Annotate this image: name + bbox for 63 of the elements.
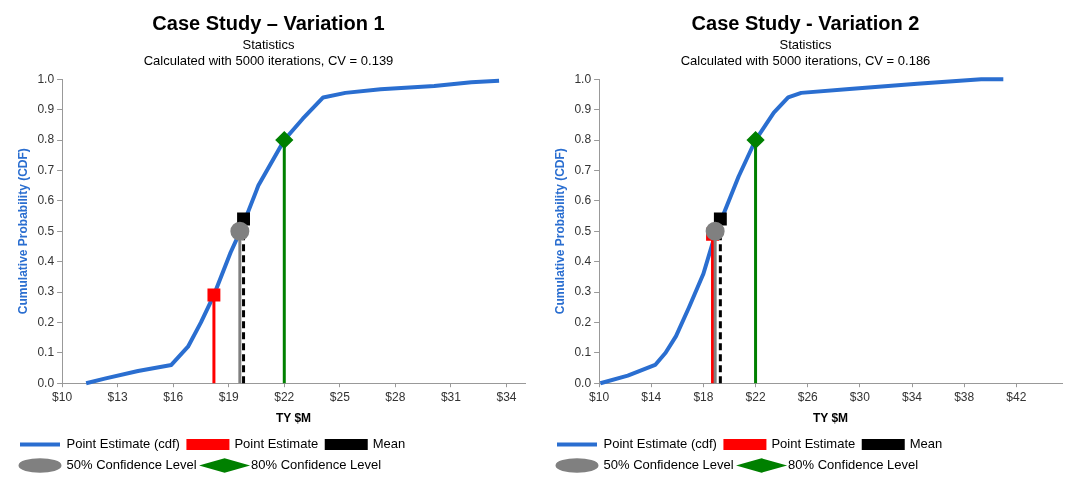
legend-label: 80% Confidence Level	[251, 457, 382, 473]
y-axis-title: Cumulative Probability (CDF)	[15, 148, 30, 315]
y-tick-label: 0.7	[574, 162, 592, 177]
y-tick-label: 0.6	[574, 193, 592, 208]
x-tick-label: $31	[440, 389, 462, 404]
legend-label: 50% Confidence Level	[603, 457, 734, 473]
x-tick-label: $34	[902, 389, 923, 404]
point	[230, 221, 250, 241]
x-tick-label: $28	[385, 389, 406, 404]
y-tick-label: 0.9	[37, 101, 55, 116]
chart-subtitle: Statistics Calculated with 5000 iterations, CV = 0.186	[680, 37, 931, 68]
x-tick-label: $16	[163, 389, 184, 404]
point	[705, 221, 725, 241]
y-tick-label: 0.0	[574, 375, 592, 390]
legend-label: 80% Confidence Level	[788, 457, 919, 473]
y-axis-title: Cumulative Probability (CDF)	[552, 148, 567, 315]
x-tick-label: $18	[693, 389, 714, 404]
y-tick-label: 0.3	[574, 284, 592, 299]
y-tick-label: 0.4	[37, 253, 55, 268]
legend-label: Point Estimate	[234, 436, 319, 452]
legend-label: Point Estimate	[771, 436, 856, 452]
point	[207, 288, 221, 302]
y-tick-label: 0.1	[37, 345, 55, 360]
x-tick-label: $34	[496, 389, 517, 404]
chart-subtitle: Statistics Calculated with 5000 iterations, CV = 0.139	[143, 37, 394, 68]
y-tick-label: 0.5	[574, 223, 592, 238]
x-tick-label: $38	[954, 389, 975, 404]
y-tick-label: 0.6	[37, 193, 55, 208]
legend-label: Point Estimate (cdf)	[66, 436, 180, 452]
point	[275, 131, 293, 149]
legend-label: Mean	[909, 436, 943, 452]
y-tick-label: 0.8	[37, 132, 55, 147]
x-tick-label: $30	[849, 389, 871, 404]
legend-label: 50% Confidence Level	[66, 457, 197, 473]
y-tick-label: 0.9	[574, 101, 592, 116]
y-tick-label: 0.2	[574, 314, 592, 329]
x-tick-label: $25	[329, 389, 351, 404]
point	[747, 131, 765, 149]
chart-title: Case Study - Variation 2	[691, 11, 920, 34]
y-tick-label: 0.3	[37, 284, 55, 299]
x-tick-label: $14	[641, 389, 662, 404]
y-tick-label: 1.0	[37, 71, 55, 86]
y-tick-label: 0.2	[37, 314, 55, 329]
y-tick-label: 0.1	[574, 345, 592, 360]
x-axis-title: TY $M	[812, 411, 849, 426]
x-tick-label: $10	[52, 389, 73, 404]
x-tick-label: $13	[107, 389, 128, 404]
y-tick-label: 0.8	[574, 132, 592, 147]
x-tick-label: $22	[274, 389, 295, 404]
legend-label: Mean	[372, 436, 406, 452]
y-tick-label: 0.4	[574, 253, 592, 268]
y-tick-label: 0.0	[37, 375, 55, 390]
y-tick-label: 0.5	[37, 223, 55, 238]
x-tick-label: $22	[745, 389, 766, 404]
chart-title: Case Study – Variation 1	[152, 11, 385, 34]
x-tick-label: $10	[589, 389, 610, 404]
x-tick-label: $19	[218, 389, 240, 404]
y-tick-label: 1.0	[574, 71, 592, 86]
x-axis-title: TY $M	[275, 411, 312, 426]
legend-label: Point Estimate (cdf)	[603, 436, 717, 452]
x-tick-label: $26	[797, 389, 819, 404]
x-tick-label: $42	[1006, 389, 1027, 404]
y-tick-label: 0.7	[37, 162, 55, 177]
